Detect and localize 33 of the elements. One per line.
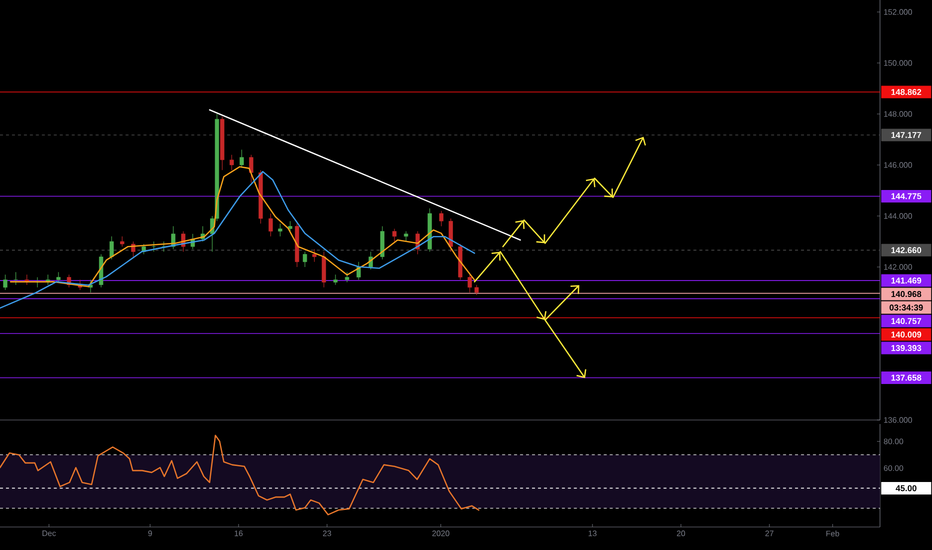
candlestick [230, 154, 234, 170]
ref-line-label: 140.968 [891, 291, 922, 298]
candlestick [268, 213, 273, 237]
candlestick [333, 274, 338, 286]
ref-line-label: 45.00 [896, 485, 916, 492]
line-series [0, 170, 476, 309]
candlestick [404, 230, 408, 242]
ref-line-label: 144.775 [891, 193, 922, 200]
candlestick [110, 236, 114, 260]
candlestick [56, 272, 61, 283]
candlestick [3, 274, 8, 290]
ref-line-label: 137.658 [891, 374, 922, 381]
ref-line-label: 147.177 [891, 132, 922, 138]
candlestick [240, 149, 244, 168]
candlestick [302, 251, 308, 268]
candlestick [120, 236, 124, 247]
candlestick [392, 228, 397, 242]
candlestick [468, 274, 472, 293]
candlestick [288, 220, 292, 232]
ref-line-label: 140.009 [891, 332, 922, 338]
ref-line-label: 139.393 [891, 345, 922, 352]
ref-line-label: 142.660 [891, 247, 922, 254]
text: 03:34:39 [890, 304, 923, 311]
candlestick [312, 248, 316, 262]
candlestick [344, 272, 350, 283]
ref-line-label: 148.862 [891, 89, 922, 95]
candlestick [278, 223, 282, 237]
ref-line-label: 140.757 [891, 318, 922, 324]
ref-line-label: 141.469 [891, 278, 922, 284]
candlestick [474, 284, 479, 296]
candlestick [439, 210, 444, 226]
candlestick [249, 154, 254, 184]
line-series [0, 434, 480, 516]
